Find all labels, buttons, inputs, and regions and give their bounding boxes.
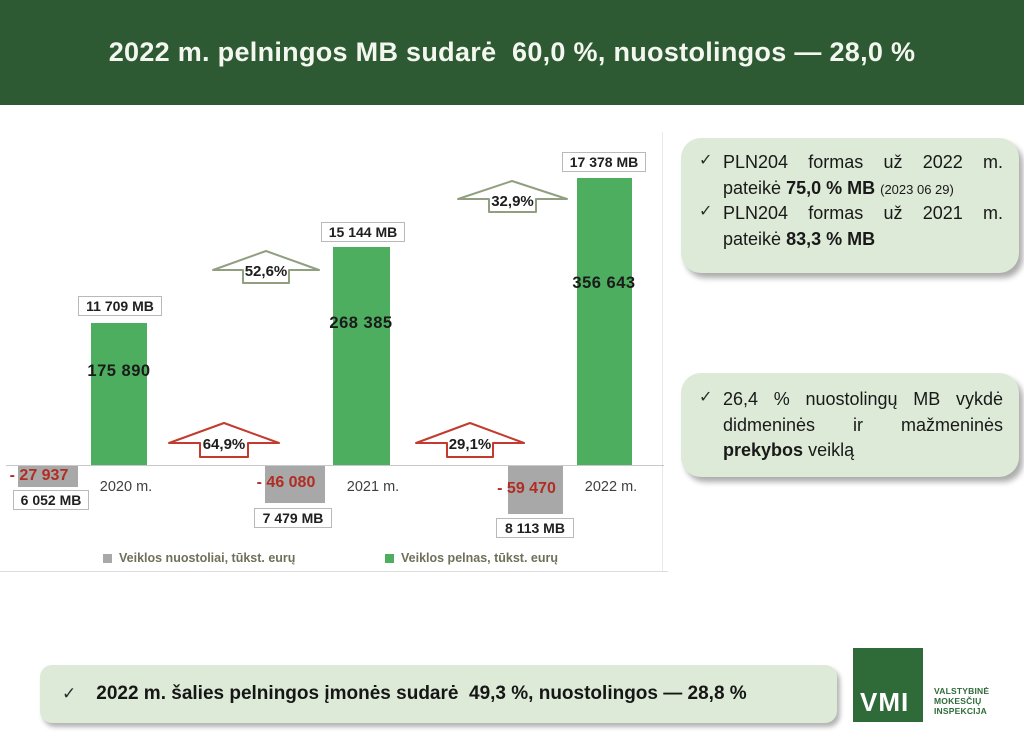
check-icon: ✓ [699,152,713,169]
legend-profit-item: Veiklos pelnas, tūkst. eurų [385,551,558,565]
profit-value-2020: 175 890 [87,362,151,380]
x-axis-line [6,465,664,466]
page-title: 2022 m. pelningos MB sudarė 60,0 %, nuos… [108,37,916,67]
bottom-note: ✓ 2022 m. šalies pelningos įmonės sudarė… [40,665,837,723]
chart-right-border [662,132,663,571]
vmi-logo-square: VMI [853,648,923,722]
vmi-logo-line1: VALSTYBINĖ [934,686,990,696]
profit-value-2021: 268 385 [329,314,393,332]
profit-growth-value: 52,6% [244,262,288,280]
profit-loss-bar-chart: 175 890 268 385 356 643 11 709 MB 15 144… [0,110,670,580]
check-icon: ✓ [699,389,713,406]
callout-item-pln204-2022: ✓ PLN204 formas už 2022 m. pateikė 75,0 … [693,150,1003,201]
loss-bar-2020 [18,466,78,487]
callout-item-loss-activity: ✓ 26,4 % nuostolingų MB vykdė didmeninės… [693,387,1003,464]
loss-value-2020: - 27 937 [9,467,69,484]
callout-pln204: ✓ PLN204 formas už 2022 m. pateikė 75,0 … [681,138,1019,273]
callout-text-bold: 83,3 % MB [786,228,876,249]
arrow-up-icon [415,422,525,458]
callout-text-bold: 75,0 % MB [786,177,876,198]
arrow-up-icon [212,250,320,284]
profit-bar-2021 [333,247,390,465]
profit-count-box-2021: 15 144 MB [321,222,405,242]
callout-text: PLN204 formas už 2022 m. pateikė [723,152,1003,198]
year-label-2021: 2021 m. [346,479,400,495]
legend-loss-item: Veiklos nuostoliai, tūkst. eurų [103,551,295,565]
loss-bar-2022 [508,466,563,514]
legend-loss-label: Veiklos nuostoliai, tūkst. eurų [119,551,296,565]
vmi-logo-line2: MOKESČIŲ [934,695,982,706]
callout-text: PLN204 formas už 2021 m. pateikė [723,203,1003,249]
bottom-note-text: 2022 m. šalies pelningos įmonės sudarė 4… [96,683,747,704]
callout-loss-activity: ✓ 26,4 % nuostolingų MB vykdė didmeninės… [681,373,1019,477]
check-icon: ✓ [699,203,713,221]
loss-bar-2021 [265,466,325,503]
profit-growth-value: 32,9% [491,192,534,210]
loss-value-2022: - 59 470 [497,480,556,497]
legend-profit-marker-icon [385,553,394,563]
loss-count-box-2022: 8 113 MB [496,518,574,538]
profit-bar-2020 [91,323,147,465]
vmi-logo: VMI VALSTYBINĖ MOKESČIŲ INSPEKCIJA [853,648,1013,724]
loss-count-box-2021: 7 479 MB [254,508,332,528]
legend-loss-marker-icon [103,553,112,563]
callout-text-small: (2023 06 29) [880,181,954,197]
chart-bottom-border [0,571,668,572]
arrow-up-icon [168,422,280,458]
header-bar: 2022 m. pelningos MB sudarė 60,0 %, nuos… [0,0,1024,105]
profit-bar-2022 [577,178,632,465]
profit-count-box-2020: 11 709 MB [78,296,162,316]
callout-item-pln204-2021: ✓ PLN204 formas už 2021 m. pateikė 83,3 … [693,201,1003,252]
profit-value-2022: 356 643 [572,274,636,292]
arrow-up-icon [457,180,568,213]
loss-count-box-2020: 6 052 MB [13,490,89,510]
loss-growth-arrow-up-icon: 29,1% [415,422,525,458]
loss-value-2021: - 46 080 [256,474,316,491]
profit-growth-arrow-up-icon: 32,9% [457,180,568,213]
year-label-2022: 2022 m. [584,479,638,495]
vmi-logo-text: VALSTYBINĖ MOKESČIŲ INSPEKCIJA [934,686,990,716]
profit-count-box-2022: 17 378 MB [562,152,646,172]
year-label-2020: 2020 m. [99,479,153,495]
profit-growth-arrow-up-icon: 52,6% [212,250,320,284]
loss-growth-arrow-up-icon: 64,9% [168,422,280,458]
callout-text: veiklą [808,440,855,461]
loss-growth-value: 64,9% [202,435,246,453]
loss-growth-value: 29,1% [448,435,492,453]
vmi-logo-abbr: VMI [860,687,910,717]
callout-text: 26,4 % nuostolingų MB vykdė didmeninės i… [723,389,1003,435]
vmi-logo-line3: INSPEKCIJA [934,705,988,716]
check-icon: ✓ [62,684,77,703]
legend-profit-label: Veiklos pelnas, tūkst. eurų [401,551,559,565]
callout-text-bold: prekybos [723,440,804,461]
